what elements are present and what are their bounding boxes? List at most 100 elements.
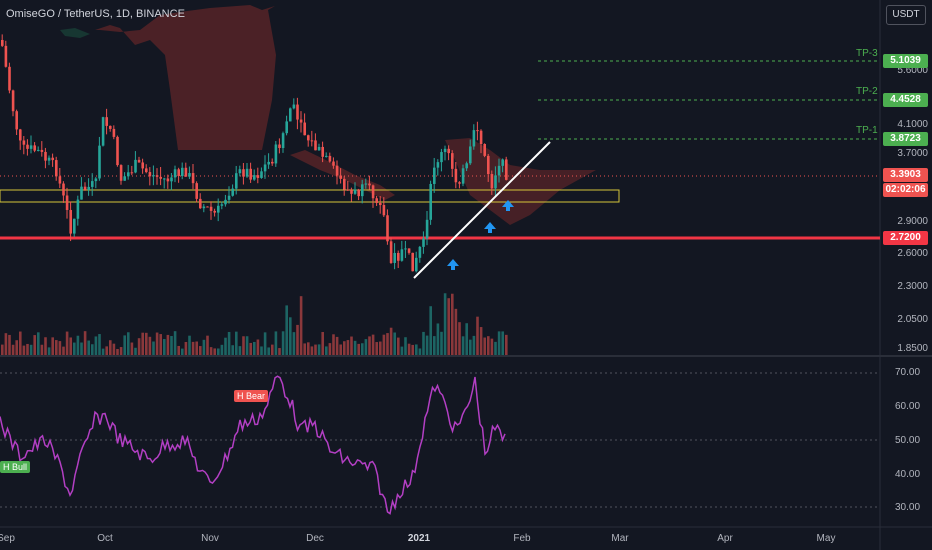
volume-bar [69, 337, 72, 355]
candle-body [235, 173, 238, 189]
candle-body [166, 178, 170, 182]
volume-bar [382, 334, 386, 355]
volume-bar [199, 346, 202, 355]
volume-bar [19, 331, 22, 355]
candle-body [263, 164, 267, 172]
volume-bar [148, 336, 152, 355]
volume-bar [256, 339, 260, 355]
rsi-line [0, 375, 506, 515]
volume-bar [44, 337, 47, 355]
candle-body [425, 219, 429, 239]
candle-body [137, 159, 141, 163]
candle-body [382, 205, 386, 216]
volume-bar [451, 293, 454, 355]
volume-bar [375, 342, 378, 355]
volume-bar [411, 344, 414, 355]
candle-body [332, 161, 335, 166]
volume-bar [105, 346, 108, 355]
candle-body [490, 174, 494, 189]
volume-bar [145, 332, 148, 355]
candle-body [238, 169, 242, 174]
volume-bar [386, 333, 389, 355]
candle-body [447, 148, 450, 154]
volume-bar [191, 341, 195, 355]
volume-bar [328, 343, 332, 355]
rsi-tick: 30.00 [895, 502, 921, 513]
candle-body [98, 145, 101, 179]
volume-bar [397, 337, 400, 355]
time-label: May [816, 533, 836, 544]
candle-body [469, 146, 472, 164]
candle-body [173, 169, 177, 178]
candle-body [231, 188, 234, 196]
candle-body [335, 165, 339, 176]
volume-bar [40, 344, 44, 355]
tp3-label: TP-3 [856, 48, 878, 59]
volume-bar [33, 335, 36, 355]
candle-body [33, 145, 36, 151]
candle-body [55, 160, 58, 177]
candle-body [184, 167, 188, 177]
volume-bar [4, 333, 8, 355]
volume-bar [447, 298, 450, 355]
rsi-tick: 50.00 [895, 435, 921, 446]
candle-body [364, 183, 368, 185]
volume-bar [37, 332, 40, 355]
volume-bar [476, 316, 479, 355]
resistance-box[interactable] [0, 189, 620, 203]
candle-body [44, 151, 47, 161]
candle-body [141, 162, 144, 169]
candle-body [353, 189, 357, 194]
volume-bar [314, 344, 317, 355]
volume-bar [242, 336, 245, 355]
symbol-title[interactable]: OmiseGO / TetherUS, 1D, BINANCE [6, 8, 185, 20]
volume-bar [440, 331, 443, 355]
volume-bar [443, 293, 447, 355]
volume-bar [368, 336, 371, 355]
candle-body [37, 149, 40, 151]
tp3-price-badge: 5.1039 [883, 54, 928, 68]
volume-bar [490, 338, 494, 355]
candle-body [476, 130, 479, 132]
candle-body [19, 129, 22, 141]
volume-bar [83, 331, 87, 355]
volume-bar [184, 341, 188, 355]
candle-body [289, 108, 292, 122]
candle-body [87, 186, 90, 190]
volume-bar [357, 343, 360, 355]
volume-bar [58, 341, 62, 355]
candle-body [497, 165, 501, 176]
candle-body [51, 157, 54, 161]
candle-body [375, 198, 378, 203]
currency-button[interactable]: USDT [886, 5, 926, 25]
candle-body [325, 155, 328, 157]
cloud-bull [60, 28, 90, 38]
candle-body [299, 119, 303, 123]
candle-body [379, 202, 382, 206]
volume-bar [436, 323, 440, 355]
candle-body [389, 241, 393, 263]
candle-body [487, 155, 490, 175]
trend-line[interactable] [413, 141, 551, 279]
candle-body [91, 181, 94, 187]
volume-bar [285, 305, 288, 355]
volume-bar [8, 334, 11, 355]
volume-bar [130, 342, 134, 355]
volume-bar [343, 341, 346, 355]
candle-body [112, 128, 116, 137]
volume-bar [73, 342, 76, 355]
candle-body [101, 117, 105, 146]
volume-bar [400, 346, 404, 355]
volume-bar [98, 334, 101, 355]
volume-bar [170, 336, 173, 355]
candle-body [163, 178, 166, 180]
volume-bar [407, 343, 411, 355]
price-tick: 1.8500 [897, 343, 928, 354]
time-label: 2021 [407, 533, 431, 544]
candle-body [1, 40, 4, 46]
candle-body [26, 144, 29, 149]
candle-body [245, 168, 249, 177]
candle-body [80, 186, 83, 200]
